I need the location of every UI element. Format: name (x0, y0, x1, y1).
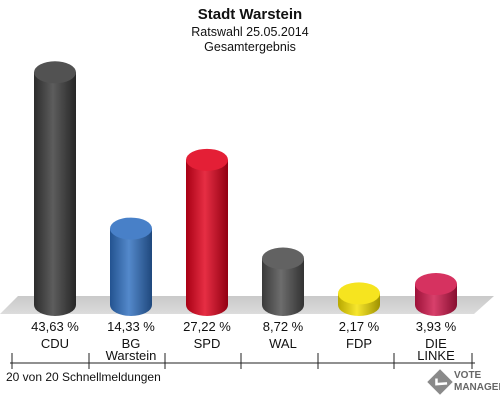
bar-top-wal (262, 247, 304, 270)
bar-bg-warstein (110, 217, 152, 316)
bar-top-fdp (338, 282, 380, 305)
bar-cdu (34, 61, 76, 316)
logo-text-line-2: MANAGER (454, 382, 500, 393)
bar-body-bg-warstein (110, 228, 152, 316)
category-label-wal: WAL (269, 336, 297, 351)
category-label-die-linke-line-1: DIE (425, 336, 447, 351)
bar-fdp (338, 282, 380, 316)
category-label-spd: SPD (194, 336, 221, 351)
value-label-cdu: 43,63 % (31, 319, 79, 334)
value-labels-group: 43,63 % 14,33 % 27,22 % 8,72 % 2,17 % 3,93 % (31, 319, 457, 334)
category-ticks-group (11, 353, 473, 369)
value-label-fdp: 2,17 % (339, 319, 380, 334)
bar-body-wal (262, 258, 304, 316)
category-label-die-linke-line-2: LINKE (417, 348, 455, 363)
chart-subtitle-line-2: Gesamtergebnis (204, 40, 296, 54)
category-label-cdu: CDU (41, 336, 69, 351)
chart-title: Stadt Warstein (198, 6, 302, 23)
category-label-bg-warstein-line-2: Warstein (106, 348, 157, 363)
bar-top-cdu (34, 61, 76, 84)
bar-die-linke (415, 273, 457, 316)
chart-subtitle-line-1: Ratswahl 25.05.2014 (191, 25, 308, 39)
logo-text-line-1: VOTE (454, 370, 482, 381)
value-label-bg-warstein: 14,33 % (107, 319, 155, 334)
value-label-wal: 8,72 % (263, 319, 304, 334)
bar-top-die-linke (415, 273, 457, 296)
vote-manager-logo: VOTE MANAGER (427, 369, 500, 395)
footer-note: 20 von 20 Schnellmeldungen (6, 370, 161, 384)
category-label-fdp: FDP (346, 336, 372, 351)
bar-top-bg-warstein (110, 217, 152, 240)
bar-spd (186, 148, 228, 316)
bar-body-spd (186, 159, 228, 316)
value-label-spd: 27,22 % (183, 319, 231, 334)
bar-wal (262, 247, 304, 316)
logo-check-icon (427, 369, 453, 395)
bars-group (34, 61, 457, 316)
category-label-bg-warstein-line-1: BG (122, 336, 141, 351)
bar-body-cdu (34, 72, 76, 316)
value-label-die-linke: 3,93 % (416, 319, 457, 334)
bar-top-spd (186, 148, 228, 171)
